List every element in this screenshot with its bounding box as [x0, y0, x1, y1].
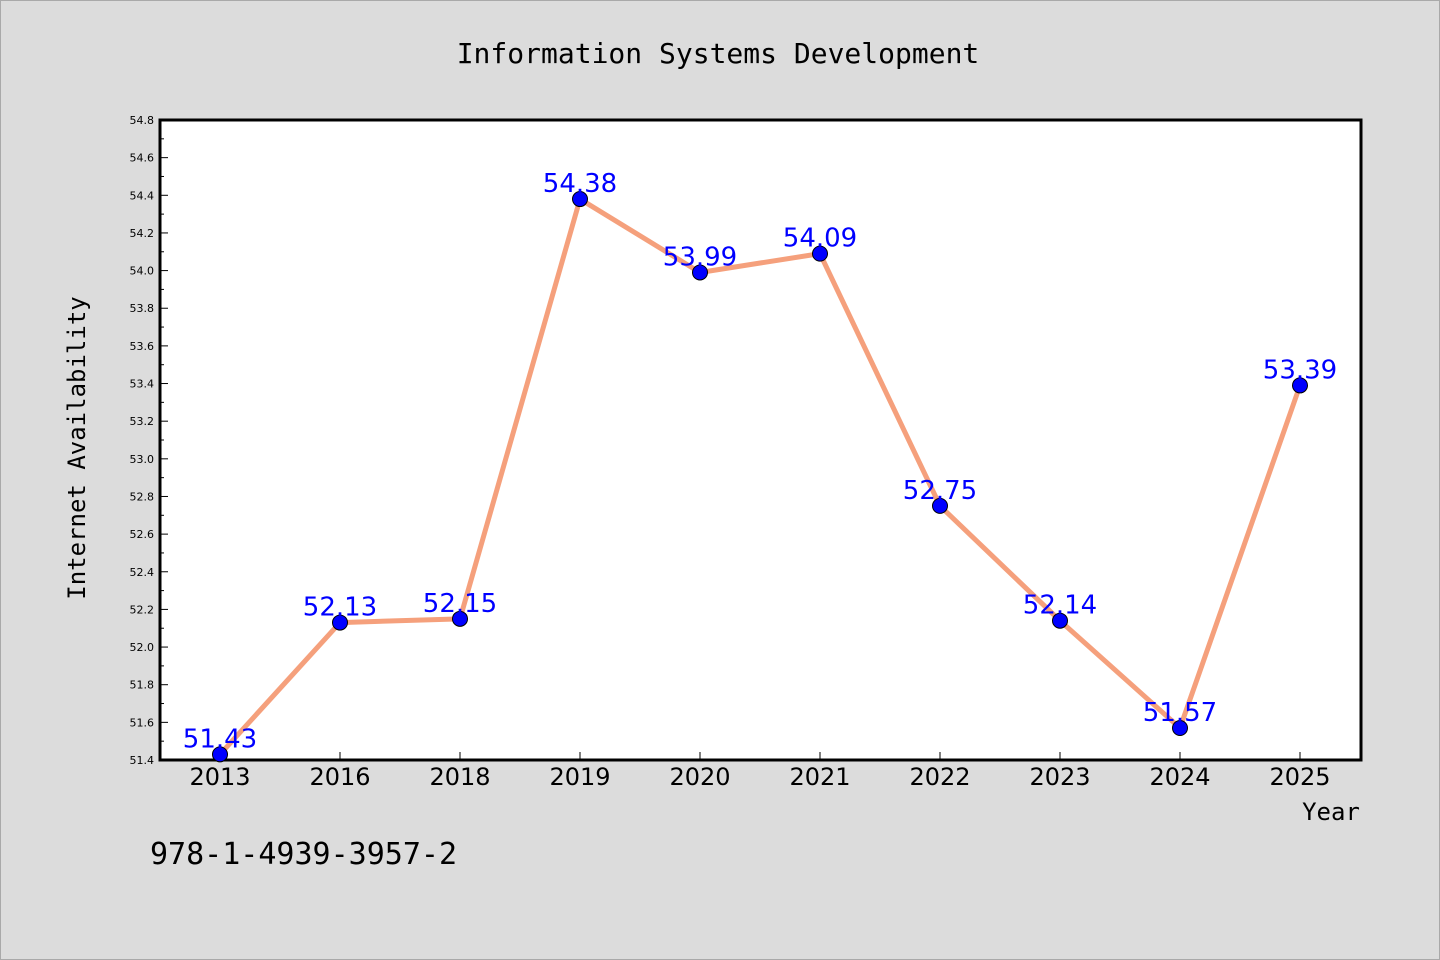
data-label: 54.38	[543, 169, 617, 199]
data-label: 53.39	[1263, 355, 1337, 385]
data-point-marker	[572, 191, 588, 208]
series-group	[212, 191, 1308, 763]
x-tick-label: 2019	[549, 763, 610, 791]
data-label: 52.15	[423, 589, 497, 619]
x-tick-label: 2025	[1269, 763, 1330, 791]
series-line	[217, 196, 1303, 757]
data-point-marker	[332, 614, 348, 631]
x-tick-label: 2021	[789, 763, 850, 791]
data-label: 52.75	[903, 476, 977, 506]
data-label: 52.13	[303, 593, 377, 623]
x-tick-label: 2013	[189, 763, 250, 791]
y-tick-label: 51.6	[130, 716, 155, 729]
x-tick-label: 2020	[669, 763, 730, 791]
y-axis-title: Internet Availability	[63, 296, 91, 599]
data-point-marker	[812, 245, 828, 262]
isbn-text: 978-1-4939-3957-2	[150, 837, 457, 872]
data-label: 52.14	[1023, 591, 1097, 621]
data-label: 53.99	[663, 242, 737, 272]
y-tick-label: 54.4	[130, 189, 155, 202]
data-label: 51.43	[183, 724, 257, 754]
y-tick-label: 53.2	[130, 415, 155, 428]
data-point-marker	[1292, 377, 1308, 394]
y-tick-label: 54.6	[130, 152, 155, 165]
data-point-marker	[452, 610, 468, 627]
x-tick-label: 2022	[909, 763, 970, 791]
data-point-marker	[212, 746, 228, 763]
x-tick-label: 2016	[309, 763, 370, 791]
data-label: 51.57	[1143, 698, 1217, 728]
x-tick-label: 2023	[1029, 763, 1090, 791]
y-tick-label: 51.8	[130, 679, 155, 692]
data-point-marker	[1172, 720, 1188, 736]
y-axis: 51.4 51.6 51.8 52.0 52.2 52.4 52.6 52.8 53.0 53.2…	[130, 114, 168, 767]
y-tick-label: 54.0	[130, 265, 155, 278]
data-label-group: 51.43 52.13 52.15 54.38 53.99 54.09 52.75 52.14…	[183, 169, 1337, 754]
chart-title: Information Systems Development	[457, 37, 980, 70]
y-tick-label: 53.0	[130, 453, 155, 466]
data-point-marker	[932, 497, 948, 514]
y-tick-label: 54.8	[130, 114, 155, 127]
x-tick-label: 2018	[429, 763, 490, 791]
y-tick-label: 52.8	[130, 490, 155, 503]
data-label: 54.09	[783, 224, 857, 254]
x-axis: 2013 2016 2018 2019 2020 2021 2022 2023 2024 2025	[189, 752, 1331, 791]
data-point-marker	[1052, 612, 1068, 629]
y-tick-label: 52.6	[130, 528, 155, 541]
plot-area	[158, 118, 1363, 762]
x-tick-label: 2024	[1149, 763, 1210, 791]
y-tick-label: 52.0	[130, 641, 155, 654]
x-axis-title: Year	[1302, 798, 1360, 826]
y-tick-label: 53.6	[130, 340, 155, 353]
data-point-marker	[692, 264, 708, 281]
y-tick-label: 54.2	[130, 227, 155, 240]
y-tick-label: 53.4	[130, 378, 155, 391]
y-tick-label: 51.4	[130, 754, 155, 767]
y-tick-label: 52.4	[130, 566, 155, 579]
y-tick-label: 53.8	[130, 302, 155, 315]
y-tick-label: 52.2	[130, 603, 155, 616]
